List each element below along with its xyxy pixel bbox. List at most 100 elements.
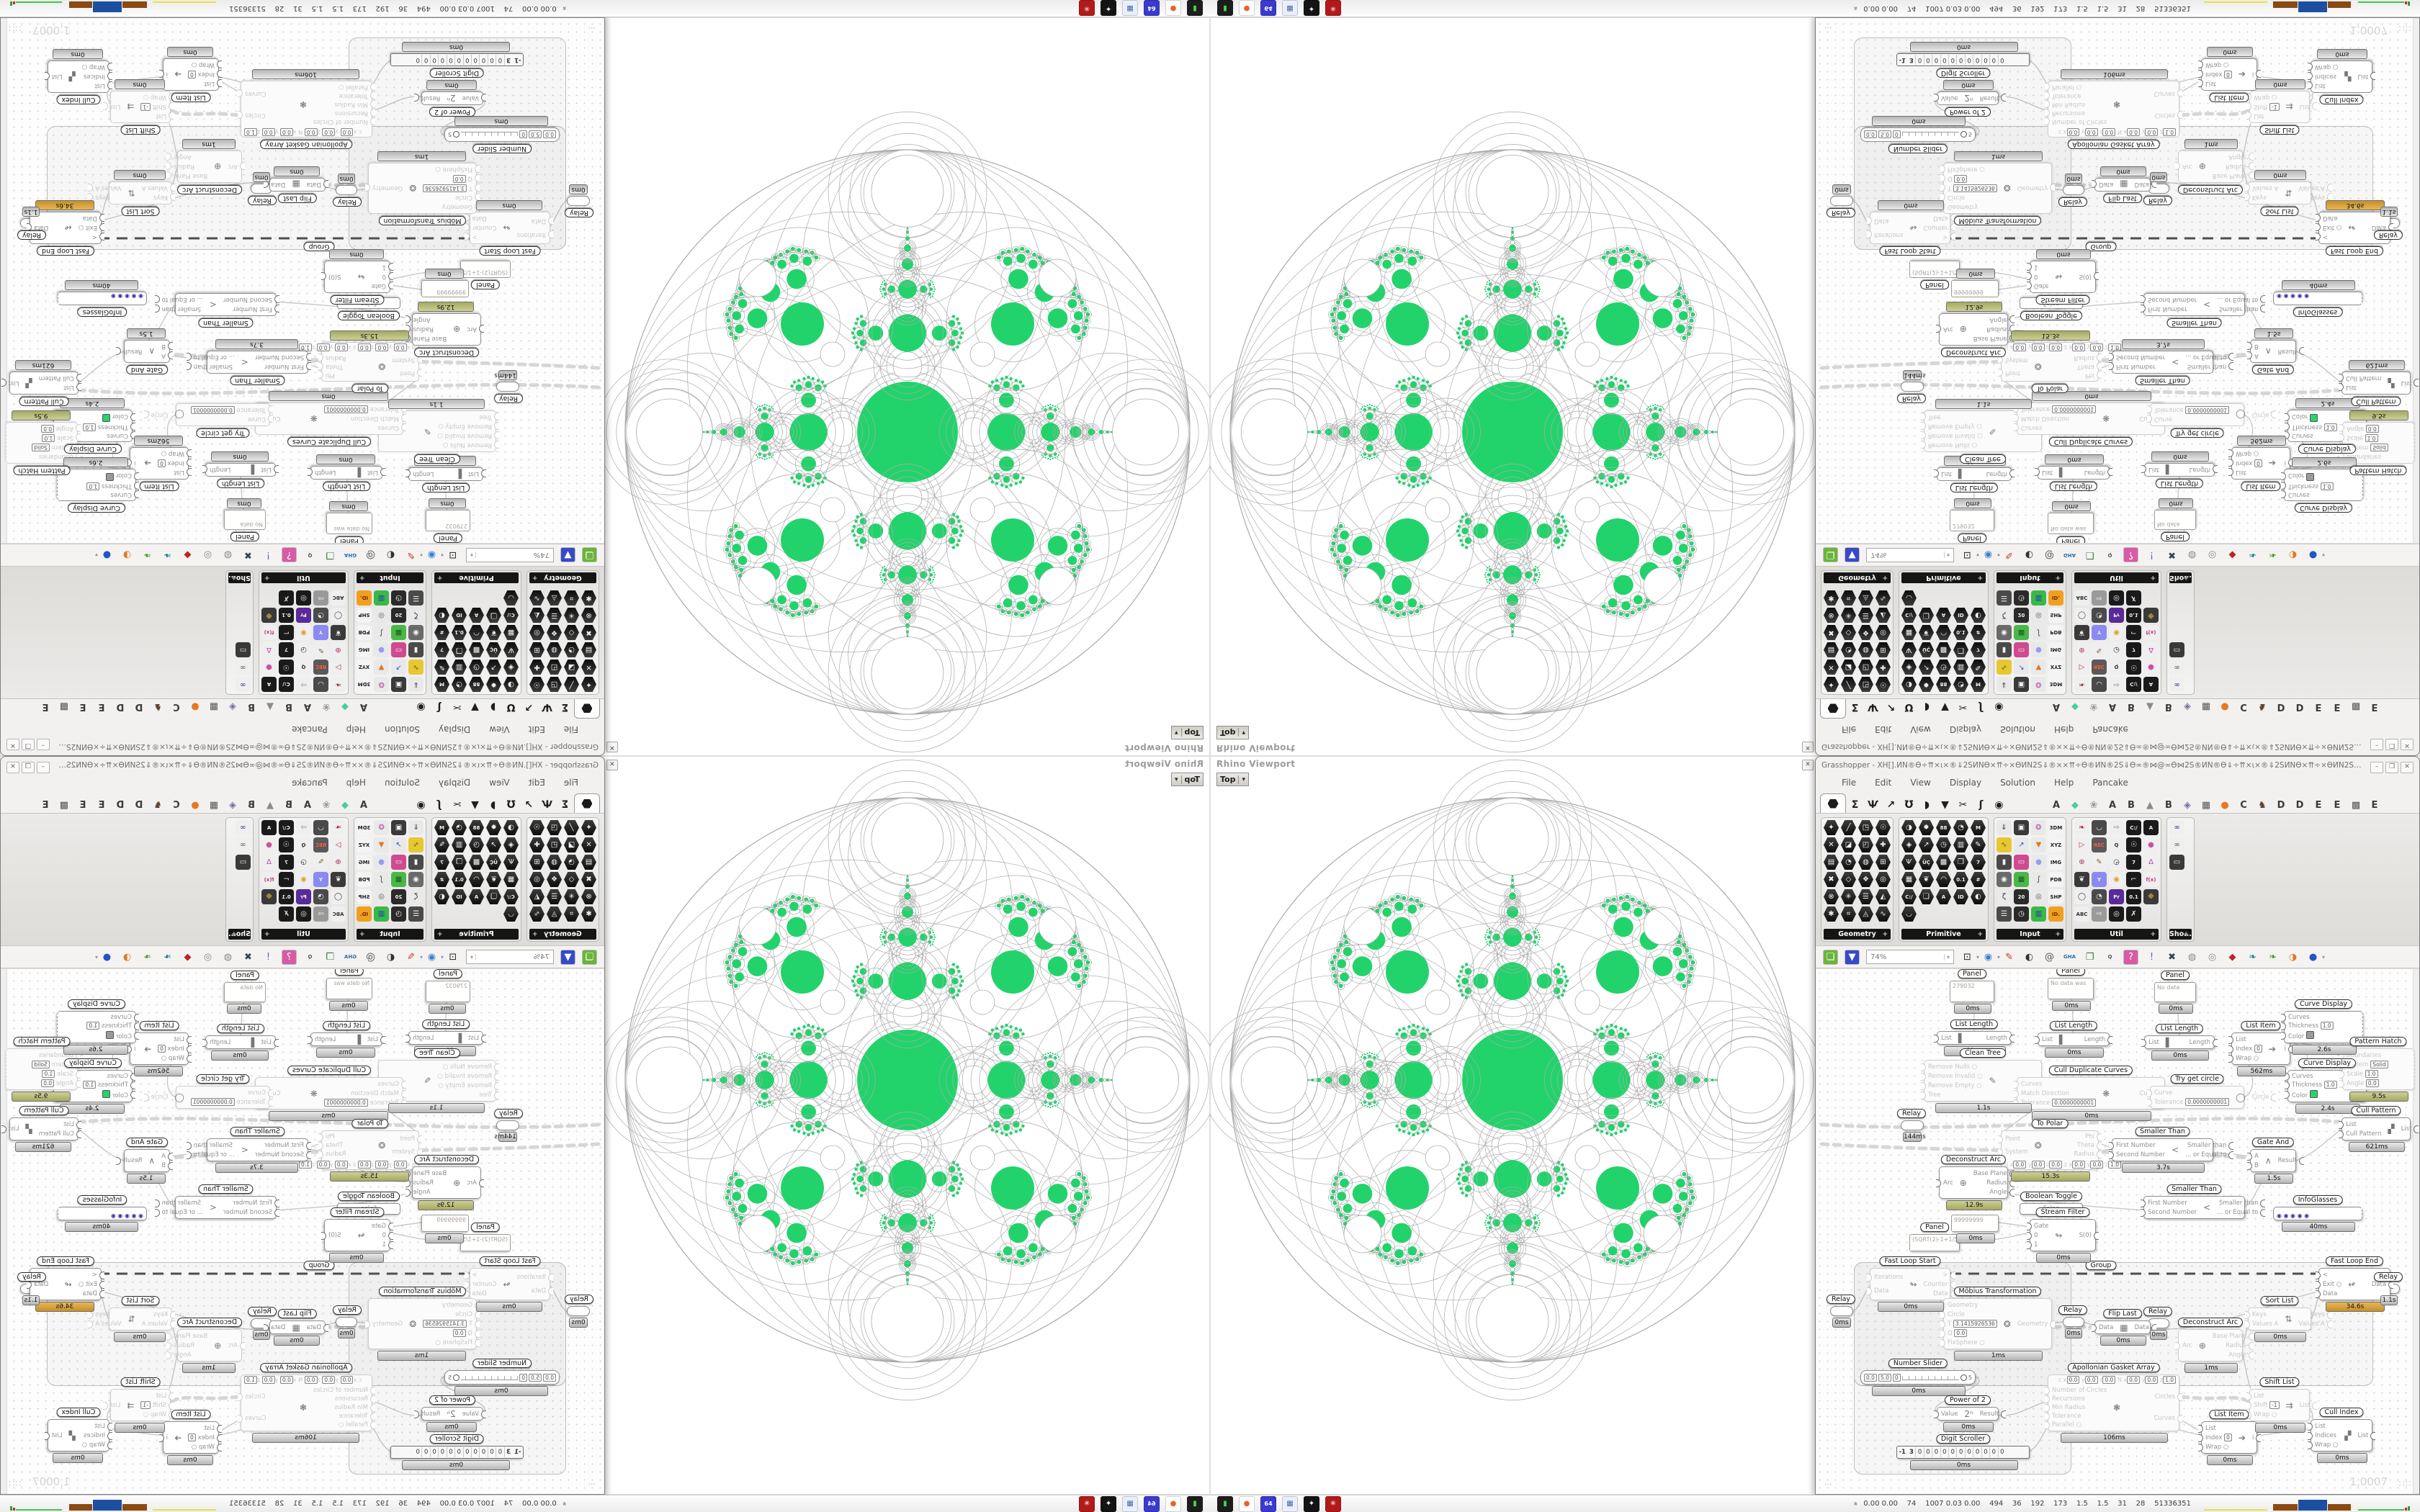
cluster-spheres-button[interactable]: ◍ [2187, 549, 2197, 561]
output-port[interactable]: i [130, 459, 139, 468]
input-port[interactable]: Data [528, 217, 550, 225]
gh-node-panel[interactable]: Panel No data was 0ms [326, 968, 372, 1011]
search-magnifier-button[interactable]: Q [308, 954, 313, 960]
cache-icon[interactable]: ◍ [1858, 855, 1873, 870]
output-port[interactable]: Circle [2249, 1093, 2277, 1102]
output-port[interactable]: Angle [1986, 1188, 2015, 1197]
input-port[interactable]: Geometry [1940, 1301, 1981, 1310]
hand-icon[interactable]: ✚ [1876, 660, 1891, 675]
red-badge-icon[interactable]: ✳ [1079, 1495, 1095, 1512]
sphere-icon[interactable]: ◐ [1971, 889, 1986, 904]
input-port[interactable]: List [2339, 1120, 2360, 1129]
star-icon[interactable]: ✱ [581, 590, 596, 606]
gh-node-smaller-than[interactable]: Smaller Than First Number Second Number < Sm… [194, 339, 308, 385]
gradient-ball-icon[interactable]: ● [374, 855, 389, 870]
grasshopper-titlebar[interactable]: Grasshopper - XH[].ИN®Ө÷⇈×ι×®⇓2SИNӨ×⇈÷×Ө… [1, 738, 604, 755]
abc-icon[interactable]: ABC [331, 590, 346, 606]
boolean-icon[interactable]: ◑ [1901, 677, 1917, 692]
output-port[interactable]: ... or Equal to [158, 296, 207, 305]
badge-xyz-icon[interactable]: XYZ [2048, 660, 2063, 675]
tab-plugin-c[interactable]: C [2240, 701, 2247, 713]
cdrive-hex-icon[interactable]: C:/ [279, 677, 294, 692]
boolean-icon[interactable]: ◑ [503, 677, 519, 692]
output-port[interactable]: Keys [91, 194, 113, 202]
tab-vector[interactable]: ↗ [1886, 799, 1896, 811]
matrix-icon[interactable]: 88 [469, 677, 484, 692]
line-icon[interactable]: ╱ [564, 677, 579, 692]
digit-scroller-body[interactable]: -1 3 0 0 0 0 0 0 0 0 0 0 0 [390, 53, 524, 66]
output-port[interactable]: Phi [2081, 371, 2098, 379]
x-hex-icon[interactable]: ✗ [279, 906, 294, 922]
input-port[interactable]: B [158, 1161, 169, 1170]
egg-icon[interactable]: ◉ [296, 872, 311, 887]
twist-icon[interactable]: ✕ [581, 837, 596, 852]
pink-ball-icon[interactable]: ● [261, 660, 277, 675]
gh-node-list-length[interactable]: List Length List ▌ Length 0ms [310, 1021, 382, 1058]
output-port[interactable]: Radius [409, 325, 437, 334]
input-port[interactable]: Color [102, 1030, 135, 1041]
field-icon[interactable]: M [1971, 677, 1986, 692]
palette-group-label[interactable]: Sho... + [2169, 929, 2192, 940]
input-port[interactable]: Shift -1 [2250, 103, 2283, 112]
output-port[interactable]: Base Plane [1970, 335, 2011, 343]
knob-icon[interactable]: ◉ [1996, 625, 2012, 640]
tab-plugin-e2[interactable]: E [2334, 799, 2341, 811]
input-port[interactable]: Indices [2308, 1431, 2340, 1440]
input-port[interactable]: Geometry [439, 203, 476, 212]
output-port[interactable]: Counter [1920, 1280, 1955, 1289]
input-port[interactable]: First Number [2141, 1199, 2191, 1207]
tab-surface[interactable]: ◗ [490, 799, 496, 811]
output-port[interactable]: > [468, 1271, 480, 1279]
input-port[interactable]: Tolerance [335, 1412, 372, 1421]
output-port[interactable]: ... or Equal to [2213, 296, 2262, 305]
input-port[interactable]: Match Direction [2017, 415, 2073, 423]
input-port[interactable]: Index 0 [2228, 1044, 2266, 1053]
rings-button[interactable]: ◎ [2208, 549, 2217, 561]
input-port[interactable]: List [2228, 1035, 2250, 1044]
goggles-wire-icon[interactable]: ∞ [2169, 837, 2184, 852]
gh-node-panel[interactable]: 99999999 0ms [1951, 269, 1999, 297]
input-port[interactable]: Recursions [331, 109, 372, 117]
gh-node-digit-scroller[interactable]: Digit Scroller -1 3 0 0 0 0 0 0 0 0 0 0 0 0ms [1896, 42, 2030, 78]
dial-icon[interactable]: ◔ [313, 889, 328, 904]
input-port[interactable]: Number of Circles [2044, 1386, 2110, 1395]
minimize-button[interactable]: – [2370, 739, 2383, 750]
key-hex-icon[interactable]: ⌐ [2126, 872, 2141, 887]
green-leaf-button[interactable]: ❧ [143, 951, 151, 963]
input-port[interactable]: Remove Empty ○ [434, 1081, 496, 1090]
ruby-gem-button[interactable]: ◆ [184, 549, 192, 561]
boolean-icon[interactable]: ◑ [1901, 820, 1917, 835]
badge-shp-icon[interactable]: SHP [357, 608, 372, 623]
input-port[interactable]: Keys [150, 1310, 171, 1319]
slider-body[interactable]: 0.0 5.0 0 5 [444, 1370, 560, 1385]
screen-board-icon[interactable]: ▭ [236, 855, 251, 870]
output-port[interactable]: Smaller than [2184, 1141, 2234, 1150]
gh-node-panel[interactable]: Panel(SQRT(2)-1+1/512)^1 [460, 1223, 511, 1251]
panel-icon[interactable]: ▣ [2014, 820, 2029, 835]
output-port[interactable]: Values A [2295, 184, 2328, 193]
input-port[interactable]: Wrap ○ [79, 1441, 109, 1449]
menu-item-help[interactable]: Help [2053, 724, 2074, 734]
cone-icon[interactable]: ◭ [529, 608, 544, 623]
clock-icon[interactable]: ◷ [391, 590, 406, 606]
input-port[interactable]: First Number [261, 1141, 308, 1150]
tab-plugin-b2[interactable]: B [248, 799, 255, 811]
gauge-hex-icon[interactable]: ◎ [2109, 590, 2124, 606]
script-icon[interactable]: ✎ [434, 837, 449, 852]
gh-node-panel[interactable]: Panel 279032 0ms [426, 969, 470, 1014]
input-port[interactable]: Circle [452, 194, 476, 202]
badge-img-icon[interactable]: IMG [2048, 855, 2063, 870]
gh-node-sort-list[interactable]: Sort List Keys Values A ⇅ Keys Values A 0ms [95, 170, 172, 216]
play-icon[interactable]: ▷ [331, 660, 346, 675]
grasshopper-titlebar[interactable]: Grasshopper - XH[].ИN®Ө÷⇈×ι×®⇓2SИNӨ×⇈÷×Ө… [1816, 738, 2419, 755]
pink-ball-icon[interactable]: ● [2143, 660, 2159, 675]
gh-node-deconstruct-arc[interactable]: Deconstruct Arc Arc ⊕ Base Plane Radius Angle… [2175, 1318, 2254, 1373]
grid-icon[interactable]: ⊞ [1876, 642, 1891, 657]
tab-plugin-bird[interactable]: ♞ [153, 701, 162, 713]
output-port[interactable]: Length [311, 469, 339, 477]
menu-item-view[interactable]: View [1910, 724, 1931, 734]
tab-intersect[interactable]: ✂ [1958, 799, 1968, 811]
matrix-icon[interactable]: 88 [1936, 677, 1951, 692]
clock-down-icon[interactable]: ◶ [2109, 642, 2124, 657]
